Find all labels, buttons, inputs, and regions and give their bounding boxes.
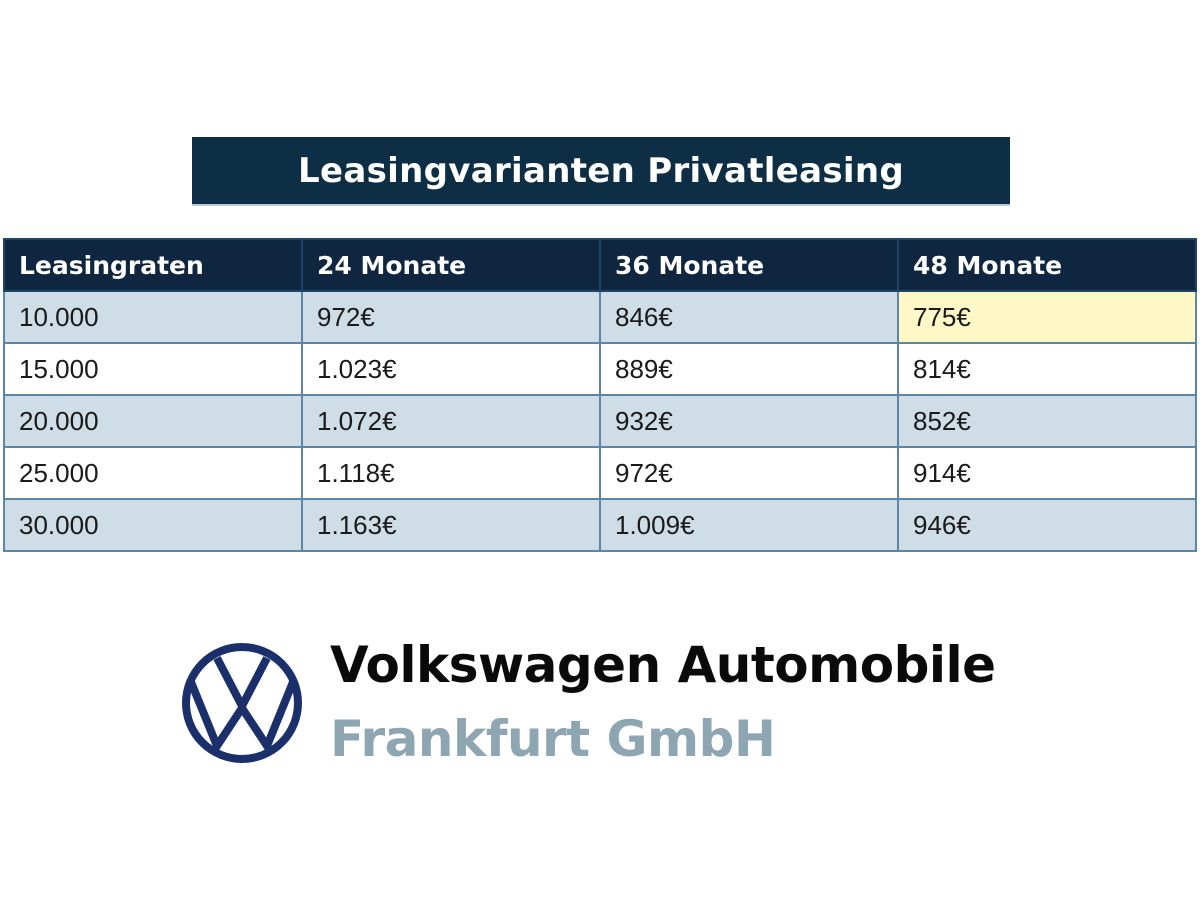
table-cell: 30.000 xyxy=(3,498,303,552)
table-row: 15.000 1.023€ 889€ 814€ xyxy=(3,342,1197,396)
table-cell: 15.000 xyxy=(3,342,303,396)
brand-location: Frankfurt GmbH xyxy=(330,710,776,768)
table-cell: 972€ xyxy=(301,290,601,344)
column-header-48-monate: 48 Monate xyxy=(897,238,1197,292)
page-title: Leasingvarianten Privatleasing xyxy=(192,137,1010,204)
vw-logo-icon xyxy=(181,642,303,764)
brand-name: Volkswagen Automobile xyxy=(330,636,996,694)
table-cell: 914€ xyxy=(897,446,1197,500)
table-row: 25.000 1.118€ 972€ 914€ xyxy=(3,446,1197,500)
highlighted-cell: 775€ xyxy=(897,290,1197,344)
table-row: 20.000 1.072€ 932€ 852€ xyxy=(3,394,1197,448)
table-cell: 25.000 xyxy=(3,446,303,500)
column-header-24-monate: 24 Monate xyxy=(301,238,601,292)
table-cell: 1.072€ xyxy=(301,394,601,448)
table-cell: 852€ xyxy=(897,394,1197,448)
table-row: 30.000 1.163€ 1.009€ 946€ xyxy=(3,498,1197,552)
table-cell: 972€ xyxy=(599,446,899,500)
table-cell: 846€ xyxy=(599,290,899,344)
table-cell: 946€ xyxy=(897,498,1197,552)
column-header-36-monate: 36 Monate xyxy=(599,238,899,292)
table-row: 10.000 972€ 846€ 775€ xyxy=(3,290,1197,344)
column-header-leasingraten: Leasingraten xyxy=(3,238,303,292)
leasing-table: Leasingraten 24 Monate 36 Monate 48 Mona… xyxy=(3,238,1197,552)
table-cell: 1.118€ xyxy=(301,446,601,500)
table-cell: 1.023€ xyxy=(301,342,601,396)
table-cell: 814€ xyxy=(897,342,1197,396)
table-cell: 889€ xyxy=(599,342,899,396)
table-cell: 10.000 xyxy=(3,290,303,344)
table-header-row: Leasingraten 24 Monate 36 Monate 48 Mona… xyxy=(3,238,1197,292)
table-cell: 932€ xyxy=(599,394,899,448)
table-cell: 20.000 xyxy=(3,394,303,448)
table-cell: 1.163€ xyxy=(301,498,601,552)
table-cell: 1.009€ xyxy=(599,498,899,552)
